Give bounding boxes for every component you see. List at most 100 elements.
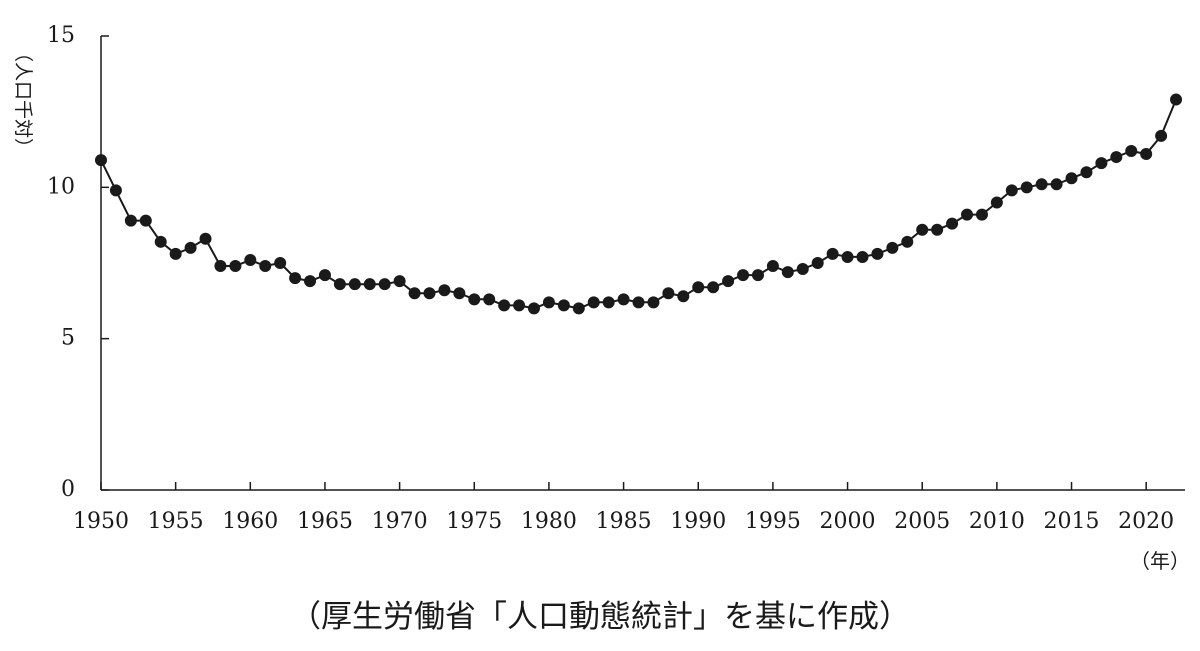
data-point [304, 275, 317, 288]
data-point [139, 214, 152, 227]
x-tick-label: 2010 [969, 509, 1025, 534]
data-point [95, 154, 107, 167]
data-point [572, 302, 585, 315]
data-point [1020, 181, 1033, 194]
data-point [244, 253, 257, 266]
x-tick-label: 1960 [222, 509, 278, 534]
data-point [916, 223, 929, 236]
data-point [617, 293, 630, 306]
data-point [528, 302, 541, 315]
x-tick-label: 2000 [820, 509, 876, 534]
data-point [931, 223, 944, 236]
x-tick-label: 1990 [670, 509, 726, 534]
data-points [95, 93, 1183, 315]
data-point [826, 247, 839, 260]
data-point [647, 296, 660, 309]
data-point [333, 278, 346, 291]
data-point [662, 287, 675, 300]
data-point [498, 299, 511, 312]
data-point [886, 241, 899, 254]
data-point [961, 208, 974, 221]
data-point [811, 257, 824, 269]
data-point [438, 284, 451, 297]
x-tick-label: 1950 [73, 509, 129, 534]
data-point [871, 247, 884, 260]
data-point [692, 281, 705, 294]
x-tick-label: 1970 [372, 509, 428, 534]
data-point [393, 275, 406, 288]
data-point [513, 299, 526, 312]
data-point [737, 269, 750, 282]
data-point [423, 287, 436, 300]
data-point [677, 290, 690, 303]
x-tick-label: 2005 [894, 509, 950, 534]
data-point [901, 235, 914, 248]
data-point [468, 293, 481, 306]
data-point [602, 296, 615, 309]
data-point [542, 296, 555, 309]
data-point [946, 217, 959, 230]
data-point [274, 257, 287, 269]
data-point [184, 241, 197, 254]
data-point [841, 250, 854, 263]
data-point [856, 250, 869, 263]
data-point [1140, 148, 1153, 161]
data-point [378, 278, 391, 291]
data-point [124, 214, 137, 227]
data-point [169, 247, 182, 260]
x-tick-label: 2020 [1118, 509, 1174, 534]
data-point [408, 287, 421, 300]
data-point [1125, 145, 1138, 158]
x-tick-label: 1955 [148, 509, 204, 534]
data-point [796, 263, 809, 276]
axes [100, 36, 1185, 491]
data-point [453, 287, 466, 300]
data-point [1110, 151, 1123, 164]
data-point [1080, 166, 1093, 179]
data-point [1170, 93, 1183, 106]
data-point [109, 184, 122, 197]
data-point [259, 260, 272, 273]
data-point [348, 278, 361, 291]
data-point [751, 269, 764, 282]
y-tick-label: 15 [47, 23, 75, 48]
data-point [289, 272, 302, 285]
x-tick-label: 1980 [521, 509, 577, 534]
x-tick-label: 2015 [1044, 509, 1100, 534]
data-point [707, 281, 720, 294]
data-point [1035, 178, 1048, 191]
data-point [1050, 178, 1063, 191]
y-ticks: 0 5 10 15 [47, 23, 109, 502]
x-ticks: 1950 1955 1960 1965 1970 1975 1980 1985 1990 1995… [73, 482, 1174, 534]
data-point [557, 299, 570, 312]
y-axis-label: （人口千対） [12, 43, 34, 157]
data-point [766, 260, 779, 273]
data-point [1005, 184, 1018, 197]
data-point [199, 232, 212, 245]
x-axis-unit-label: （年） [1130, 549, 1190, 573]
x-tick-label: 1975 [446, 509, 502, 534]
data-point [363, 278, 376, 291]
data-point [781, 266, 794, 279]
data-point [1155, 129, 1168, 142]
y-tick-label: 5 [61, 326, 75, 351]
data-point [229, 260, 242, 273]
data-point [1065, 172, 1078, 185]
x-tick-label: 1985 [596, 509, 652, 534]
data-point [990, 196, 1003, 209]
y-tick-label: 10 [47, 174, 75, 199]
data-point [214, 260, 227, 273]
data-point [154, 235, 167, 248]
source-caption: （厚生労働省「人口動態統計」を基に作成） [290, 599, 910, 635]
data-point [318, 269, 331, 282]
x-tick-label: 1965 [297, 509, 353, 534]
data-point [975, 208, 988, 221]
data-point [1095, 157, 1108, 170]
data-point [722, 275, 735, 288]
series-line [100, 99, 1177, 310]
data-point [632, 296, 645, 309]
x-tick-label: 1995 [745, 509, 801, 534]
data-point [587, 296, 600, 309]
y-tick-label: 0 [61, 477, 75, 502]
